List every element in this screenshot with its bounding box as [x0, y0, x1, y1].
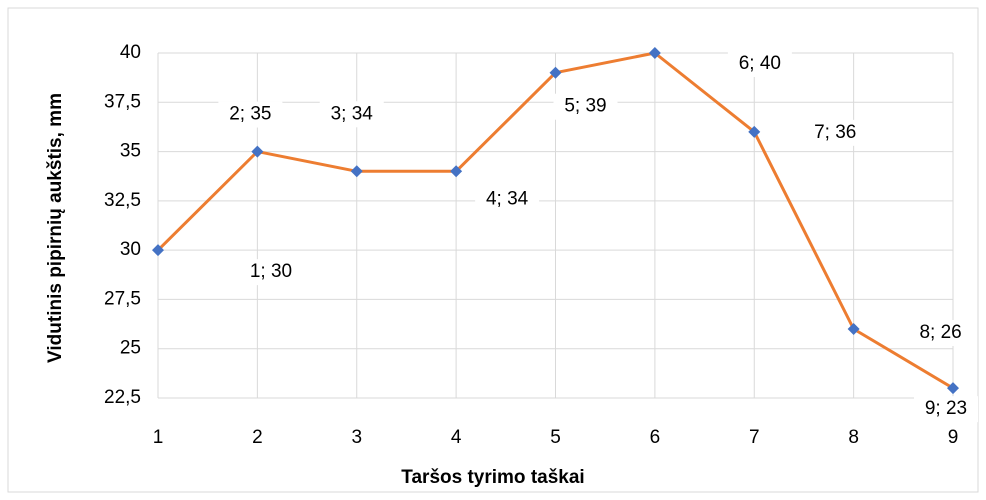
data-label-bg: [239, 259, 303, 286]
x-tick-label: 3: [351, 427, 362, 448]
y-tick-label: 25: [120, 338, 141, 359]
y-tick-label: 27,5: [104, 288, 141, 309]
y-tick-label: 22,5: [104, 387, 141, 408]
data-point: [748, 125, 761, 138]
data-label: 6; 40: [739, 53, 781, 74]
y-axis-title: Vidutinis pipirnių aukštis, mm: [45, 93, 66, 363]
data-point: [549, 66, 562, 79]
data-label-bg: [319, 101, 384, 128]
data-label-bg: [553, 93, 618, 120]
x-tick-label: 8: [848, 427, 859, 448]
data-point: [847, 323, 860, 335]
data-point: [251, 145, 264, 158]
data-point: [947, 382, 959, 395]
data-point: [152, 244, 164, 257]
x-tick-label: 2: [252, 427, 263, 448]
x-tick-label: 5: [550, 427, 561, 448]
x-axis-title: Taršos tyrimo taškai: [401, 467, 584, 488]
x-tick-label: 7: [749, 427, 760, 448]
data-point: [350, 165, 363, 178]
data-label: 8; 26: [919, 322, 961, 343]
y-tick-label: 40: [120, 42, 141, 63]
data-point: [450, 165, 463, 178]
data-label: 2; 35: [229, 104, 271, 125]
y-tick-label: 32,5: [104, 190, 141, 211]
data-label: 4; 34: [486, 188, 529, 209]
data-point: [648, 47, 661, 59]
y-tick-label: 37,5: [104, 91, 141, 112]
x-tick-label: 1: [153, 427, 164, 448]
x-tick-label: 9: [948, 427, 959, 448]
data-label-bg: [218, 101, 283, 128]
data-label-bg: [727, 51, 792, 77]
data-label: 3; 34: [331, 103, 374, 124]
x-tick-label: 4: [451, 427, 462, 448]
x-tick-label: 6: [650, 427, 661, 448]
data-label-bg: [475, 186, 540, 213]
y-tick-label: 30: [120, 239, 141, 260]
data-label: 1; 30: [250, 261, 292, 282]
data-label: 9; 23: [925, 398, 967, 419]
data-label: 7; 36: [814, 122, 856, 143]
data-label: 5; 39: [564, 96, 606, 117]
data-label-bg: [908, 320, 973, 346]
data-label-bg: [914, 396, 978, 423]
data-label-bg: [803, 119, 868, 146]
y-tick-label: 35: [120, 141, 141, 162]
